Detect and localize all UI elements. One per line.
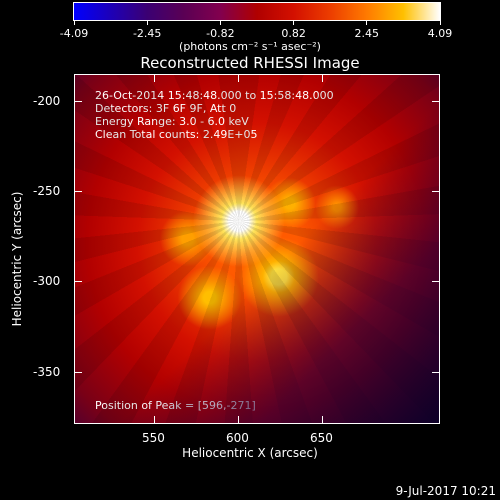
colorbar bbox=[73, 2, 441, 21]
colorbar-tick bbox=[366, 20, 368, 25]
colorbar-tick-label: -0.82 bbox=[206, 27, 235, 40]
colorbar-unit: (photons cm⁻² s⁻¹ asec⁻²) bbox=[179, 40, 321, 53]
info-line-1: 26-Oct-2014 15:48:48.000 to 15:58:48.000 bbox=[95, 89, 334, 102]
x-tick-top bbox=[154, 74, 155, 82]
x-tick-top bbox=[322, 74, 323, 82]
info-line-2: Detectors: 3F 6F 9F, Att 0 bbox=[95, 102, 237, 115]
colorbar-tick bbox=[293, 20, 295, 25]
x-tick-label: 600 bbox=[226, 431, 249, 445]
colorbar-tick-label: 4.09 bbox=[427, 27, 453, 40]
x-axis-label: Heliocentric X (arcsec) bbox=[182, 446, 318, 460]
y-tick bbox=[74, 101, 82, 102]
x-tick bbox=[154, 416, 155, 424]
colorbar-tick-label: -2.45 bbox=[132, 27, 162, 40]
y-axis-label: Heliocentric Y (arcsec) bbox=[10, 191, 24, 327]
y-tick-right bbox=[432, 372, 440, 373]
x-tick-top bbox=[238, 74, 239, 82]
colorbar-tick bbox=[146, 20, 148, 25]
x-tick-label: 650 bbox=[310, 431, 333, 445]
x-tick-label: 550 bbox=[142, 431, 165, 445]
y-tick-label: -350 bbox=[33, 365, 61, 379]
y-tick bbox=[74, 281, 82, 282]
y-tick-label: -200 bbox=[33, 94, 61, 108]
y-tick-right bbox=[432, 191, 440, 192]
colorbar-tick-label: -4.09 bbox=[59, 27, 89, 40]
y-tick-right bbox=[432, 281, 440, 282]
x-tick bbox=[238, 416, 239, 424]
x-tick bbox=[322, 416, 323, 424]
y-tick bbox=[74, 191, 82, 192]
y-tick-label: -250 bbox=[33, 184, 61, 198]
colorbar-tick bbox=[219, 20, 221, 25]
y-tick-right bbox=[432, 101, 440, 102]
info-line-3: Energy Range: 3.0 - 6.0 keV bbox=[95, 115, 249, 128]
footer-timestamp: 9-Jul-2017 10:21 bbox=[395, 484, 496, 498]
info-line-4: Clean Total counts: 2.49E+05 bbox=[95, 128, 258, 141]
colorbar-tick-label: 0.82 bbox=[281, 27, 306, 40]
colorbar-tick bbox=[439, 20, 441, 25]
colorbar-tick-label: 2.45 bbox=[354, 27, 380, 40]
colorbar-tick bbox=[73, 20, 75, 25]
y-tick-label: -300 bbox=[33, 274, 61, 288]
rhessi-image: 26-Oct-2014 15:48:48.000 to 15:58:48.000… bbox=[74, 74, 440, 424]
y-tick bbox=[74, 372, 82, 373]
image-title: Reconstructed RHESSI Image bbox=[140, 54, 360, 72]
peak-position: Position of Peak = [596,-271] bbox=[95, 399, 256, 412]
